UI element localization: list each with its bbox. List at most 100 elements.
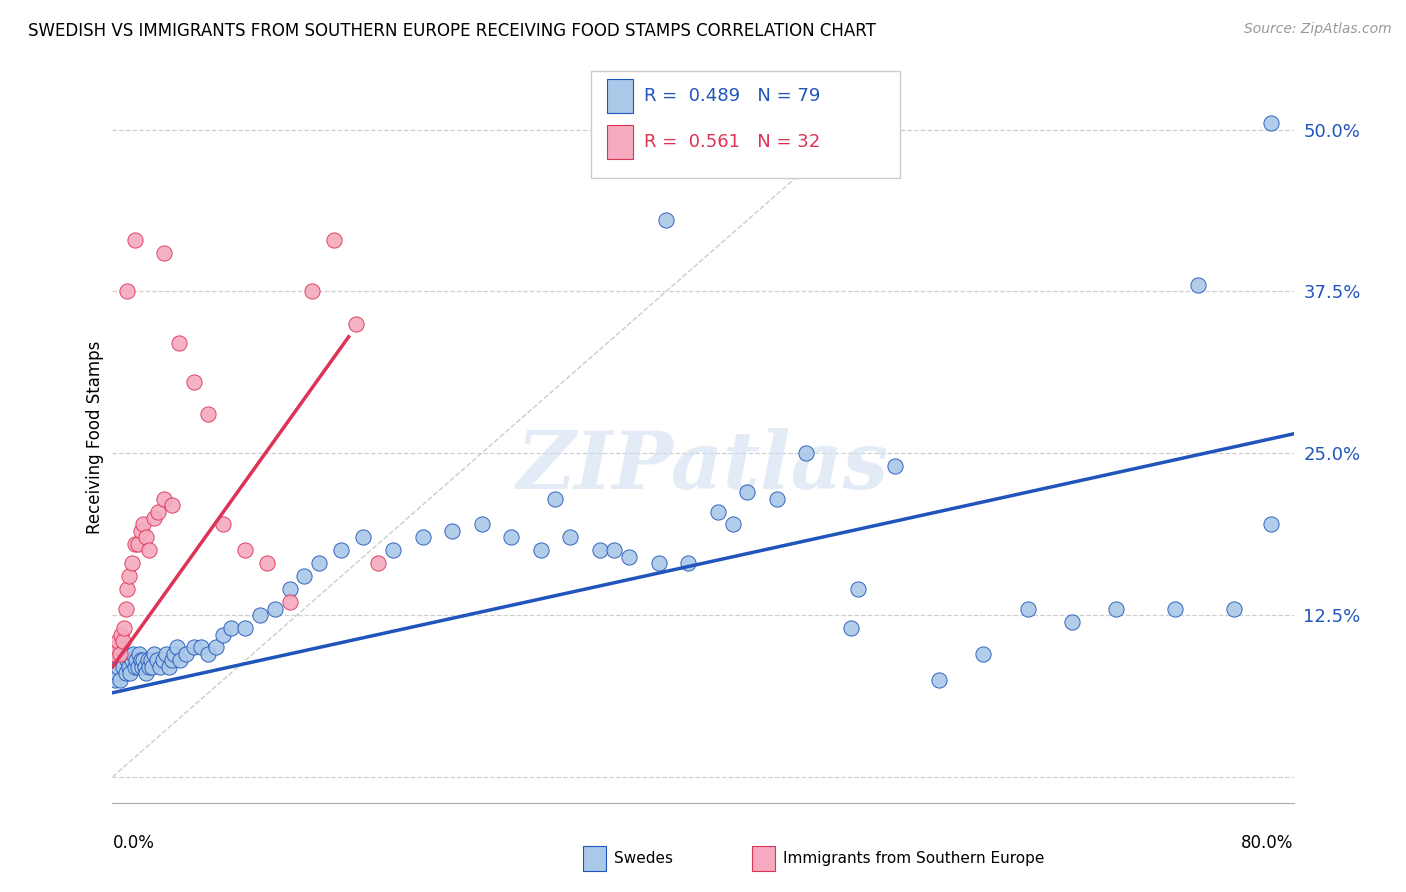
Point (1164, 601, 1187, 615)
Point (120, 666, 142, 681)
Point (153, 245, 176, 260)
Point (118, 660, 141, 674)
Point (114, 601, 136, 615)
Point (127, 660, 149, 674)
Point (344, 317, 367, 331)
Point (117, 285, 138, 299)
Point (233, 621, 256, 635)
Point (129, 653, 152, 667)
Point (411, 530, 433, 544)
Point (839, 621, 862, 635)
Point (125, 653, 148, 667)
Text: Source: ZipAtlas.com: Source: ZipAtlas.com (1244, 22, 1392, 37)
Point (118, 569, 141, 583)
Text: 0.0%: 0.0% (112, 834, 155, 852)
Point (104, 673, 127, 687)
Point (110, 653, 132, 667)
Point (501, 530, 523, 544)
Point (142, 647, 165, 661)
Point (1260, 116, 1282, 130)
Point (121, 557, 143, 571)
Point (174, 647, 197, 661)
Text: SWEDISH VS IMMIGRANTS FROM SOUTHERN EUROPE RECEIVING FOOD STAMPS CORRELATION CHA: SWEDISH VS IMMIGRANTS FROM SOUTHERN EURO… (28, 22, 876, 40)
Point (544, 491, 567, 506)
Point (122, 647, 145, 661)
Point (706, 504, 728, 518)
Point (112, 621, 135, 635)
Point (603, 543, 626, 558)
Text: Immigrants from Southern Europe: Immigrants from Southern Europe (783, 851, 1045, 865)
Point (256, 557, 278, 571)
Point (104, 647, 127, 661)
Point (117, 653, 138, 667)
Point (233, 543, 256, 558)
Text: ZIPatlas: ZIPatlas (517, 427, 889, 505)
Point (108, 647, 131, 661)
Point (114, 666, 136, 681)
Point (169, 653, 191, 667)
Point (323, 233, 346, 247)
Point (647, 557, 671, 571)
Point (529, 543, 551, 558)
Point (470, 517, 494, 532)
Point (1062, 615, 1084, 629)
Point (884, 459, 907, 474)
Point (558, 530, 582, 544)
Point (141, 660, 163, 674)
Text: Swedes: Swedes (614, 851, 673, 865)
Point (382, 543, 405, 558)
Point (212, 627, 235, 641)
Point (124, 537, 146, 551)
Point (157, 660, 180, 674)
Point (108, 673, 131, 687)
Point (301, 285, 323, 299)
Point (330, 543, 353, 558)
Point (278, 595, 301, 609)
Point (249, 608, 271, 623)
Point (153, 491, 176, 506)
Text: R =  0.561   N = 32: R = 0.561 N = 32 (644, 133, 820, 151)
Point (183, 640, 205, 655)
Point (124, 660, 146, 674)
Point (197, 408, 219, 422)
Point (1017, 601, 1039, 615)
Point (163, 647, 186, 661)
Point (148, 504, 170, 518)
Point (138, 543, 160, 558)
Point (367, 557, 389, 571)
Point (292, 569, 315, 583)
Point (721, 517, 744, 532)
Point (441, 524, 464, 538)
Point (124, 233, 146, 247)
Point (142, 511, 165, 525)
Point (112, 647, 135, 661)
Point (121, 653, 143, 667)
Point (160, 653, 183, 667)
Point (655, 213, 678, 227)
Point (619, 549, 641, 564)
Point (308, 557, 330, 571)
Point (678, 557, 700, 571)
Point (136, 653, 159, 667)
Point (132, 653, 155, 667)
Point (1105, 601, 1128, 615)
Point (139, 653, 162, 667)
Point (111, 660, 134, 674)
Point (135, 666, 157, 681)
Point (155, 647, 177, 661)
Point (264, 601, 287, 615)
Point (352, 530, 374, 544)
Point (134, 660, 156, 674)
Point (846, 582, 869, 597)
Point (107, 660, 129, 674)
Point (117, 582, 138, 597)
Point (135, 530, 157, 544)
Point (105, 666, 128, 681)
Point (110, 627, 132, 641)
Point (167, 336, 190, 351)
Point (105, 640, 128, 655)
Point (111, 634, 134, 648)
Point (928, 673, 950, 687)
Point (212, 517, 235, 532)
Point (127, 537, 149, 551)
